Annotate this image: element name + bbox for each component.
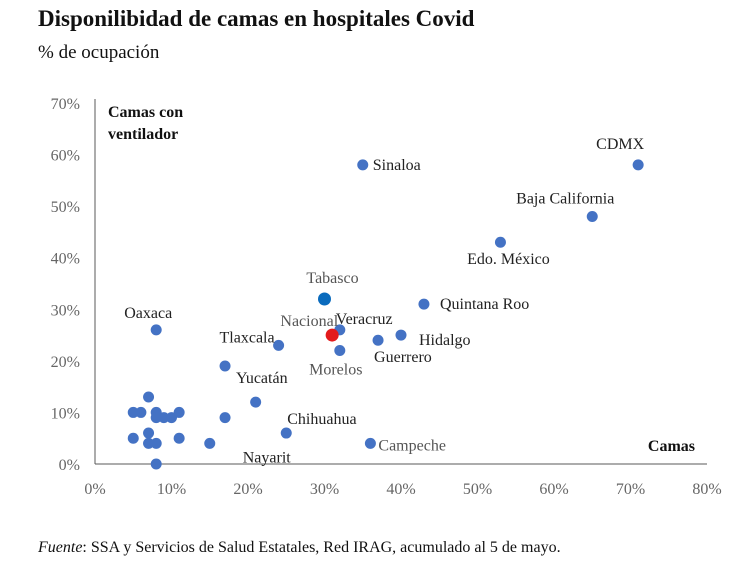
- data-point-unlabeled: [173, 406, 185, 418]
- x-tick-label: 50%: [463, 481, 492, 498]
- y-tick-label: 50%: [51, 199, 80, 216]
- x-tick-label: 20%: [233, 481, 262, 498]
- data-point-guerrero: [372, 334, 384, 346]
- point-label-quintana-roo: Quintana Roo: [440, 296, 529, 313]
- data-point-tlaxcala: [273, 339, 285, 351]
- data-point-chihuahua: [280, 427, 292, 439]
- data-point-quintana-roo: [418, 298, 430, 310]
- y-tick-label: 20%: [51, 354, 80, 371]
- x-tick-label: 70%: [616, 481, 645, 498]
- point-label-campeche: Campeche: [378, 437, 446, 454]
- data-point-nayarit: [204, 437, 216, 449]
- y-tick-label: 60%: [51, 148, 80, 165]
- data-point-hidalgo: [395, 329, 407, 341]
- data-point-unlabeled: [143, 391, 155, 403]
- data-point-baja-california: [586, 210, 598, 222]
- point-label-morelos: Morelos: [309, 362, 362, 379]
- chart-title: Disponilibidad de camas en hospitales Co…: [38, 6, 475, 31]
- point-label-sinaloa: Sinaloa: [373, 157, 421, 174]
- x-tick-label: 0%: [84, 481, 105, 498]
- point-label-veracruz: Veracruz: [336, 311, 393, 328]
- point-label-yucatan: Yucatán: [236, 370, 288, 387]
- scatter-chart: 0% 10% 20% 30% 40% 50% 60% 70% 80% 0% 10% 20% 30% 40%…: [51, 96, 722, 498]
- data-point-campeche: [364, 437, 376, 449]
- chart-subtitle: % de ocupación: [38, 42, 160, 63]
- y-tick-label: 30%: [51, 302, 80, 319]
- source-text: : SSA y Servicios de Salud Estatales, Re…: [82, 539, 561, 556]
- x-tick-label: 40%: [386, 481, 415, 498]
- data-point-cdmx: [632, 159, 644, 171]
- data-point-nacional: [325, 328, 339, 342]
- data-point-unlabeled: [135, 406, 147, 418]
- y-tick-label: 70%: [51, 96, 80, 113]
- y-tick-label: 0%: [59, 457, 80, 474]
- point-label-baja-california: Baja California: [516, 190, 614, 207]
- data-point-unlabeled: [158, 412, 170, 424]
- data-point-unlabeled: [150, 458, 162, 470]
- point-label-chihuahua: Chihuahua: [287, 411, 356, 428]
- x-axis-label: Camas: [648, 438, 695, 455]
- point-label-nayarit: Nayarit: [243, 449, 292, 466]
- data-point-unlabeled: [143, 427, 155, 439]
- point-label-nacional: Nacional: [280, 313, 338, 330]
- data-point-unlabeled: [127, 432, 139, 444]
- y-tick-label: 10%: [51, 405, 80, 422]
- point-label-hidalgo: Hidalgo: [419, 332, 471, 349]
- data-point-unlabeled: [150, 412, 162, 424]
- point-label-guerrero: Guerrero: [374, 349, 432, 366]
- data-point-edo-mexico: [494, 236, 506, 248]
- data-point-unlabeled: [219, 412, 231, 424]
- data-point-tabasco: [318, 292, 331, 306]
- point-label-tlaxcala: Tlaxcala: [220, 329, 275, 346]
- point-label-oaxaca: Oaxaca: [124, 305, 172, 322]
- y-tick-label: 40%: [51, 251, 80, 268]
- point-label-cdmx: CDMX: [596, 136, 644, 153]
- source-note: Fuente: SSA y Servicios de Salud Estatal…: [38, 539, 561, 557]
- data-point-oaxaca: [150, 324, 162, 336]
- point-label-edo-mexico: Edo. México: [467, 251, 550, 268]
- data-point-unlabeled: [173, 432, 185, 444]
- data-point-yucatan: [219, 360, 231, 372]
- point-label-tabasco: Tabasco: [306, 270, 358, 287]
- y-axis-label: Camas con ventilador: [108, 104, 183, 143]
- data-point-unlabeled: [250, 396, 262, 408]
- x-tick-label: 10%: [157, 481, 186, 498]
- x-tick-label: 30%: [310, 481, 339, 498]
- source-label: Fuente: [38, 539, 83, 556]
- data-point-morelos: [334, 345, 346, 357]
- data-point-unlabeled: [127, 406, 139, 418]
- x-tick-label: 80%: [692, 481, 721, 498]
- x-tick-label: 60%: [539, 481, 568, 498]
- data-point-unlabeled: [143, 437, 155, 449]
- data-point-unlabeled: [150, 437, 162, 449]
- data-point-sinaloa: [357, 159, 369, 171]
